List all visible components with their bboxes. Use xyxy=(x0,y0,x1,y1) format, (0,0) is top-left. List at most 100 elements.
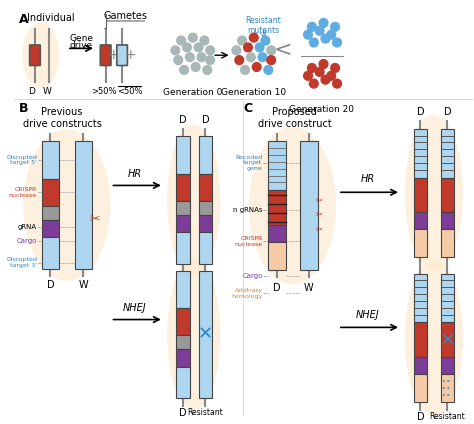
Circle shape xyxy=(200,36,209,45)
FancyBboxPatch shape xyxy=(413,273,427,323)
Circle shape xyxy=(319,60,328,68)
Text: drive: drive xyxy=(70,41,93,50)
Circle shape xyxy=(180,66,189,74)
Circle shape xyxy=(308,22,316,31)
Circle shape xyxy=(327,71,336,80)
FancyBboxPatch shape xyxy=(176,308,190,335)
Text: D: D xyxy=(417,412,424,421)
Text: Cargo: Cargo xyxy=(242,273,263,279)
Circle shape xyxy=(331,64,339,73)
Text: Arbitrary
homology: Arbitrary homology xyxy=(231,288,263,298)
FancyBboxPatch shape xyxy=(441,128,454,178)
FancyBboxPatch shape xyxy=(199,137,212,174)
FancyBboxPatch shape xyxy=(176,137,190,174)
Circle shape xyxy=(304,71,312,80)
FancyBboxPatch shape xyxy=(199,174,212,201)
Circle shape xyxy=(203,66,212,74)
Circle shape xyxy=(333,38,341,47)
Ellipse shape xyxy=(405,115,463,271)
Circle shape xyxy=(241,66,249,74)
Text: Individual: Individual xyxy=(27,13,75,23)
Circle shape xyxy=(308,64,316,73)
Circle shape xyxy=(177,36,185,45)
Circle shape xyxy=(315,26,324,35)
Circle shape xyxy=(264,66,273,74)
FancyBboxPatch shape xyxy=(199,271,212,398)
FancyBboxPatch shape xyxy=(441,273,454,323)
Text: Generation 20: Generation 20 xyxy=(289,105,354,114)
Text: ✂: ✂ xyxy=(316,210,323,219)
Circle shape xyxy=(321,75,330,84)
Text: gRNA: gRNA xyxy=(18,223,37,229)
FancyBboxPatch shape xyxy=(268,190,286,225)
Circle shape xyxy=(232,46,241,55)
Circle shape xyxy=(191,63,200,71)
FancyBboxPatch shape xyxy=(268,225,286,242)
FancyBboxPatch shape xyxy=(75,141,92,269)
Text: Cargo: Cargo xyxy=(17,238,37,244)
FancyBboxPatch shape xyxy=(42,179,59,206)
Circle shape xyxy=(315,67,324,76)
FancyBboxPatch shape xyxy=(199,201,212,215)
Text: Generation 10: Generation 10 xyxy=(221,87,286,97)
FancyBboxPatch shape xyxy=(413,229,427,257)
FancyBboxPatch shape xyxy=(413,128,427,178)
Text: ✕: ✕ xyxy=(440,330,455,348)
Circle shape xyxy=(235,56,244,64)
Circle shape xyxy=(261,36,270,45)
Circle shape xyxy=(197,53,206,61)
Text: Gametes: Gametes xyxy=(103,11,147,21)
Circle shape xyxy=(304,30,312,39)
Circle shape xyxy=(267,46,275,55)
FancyBboxPatch shape xyxy=(441,178,454,212)
Circle shape xyxy=(255,43,264,52)
FancyBboxPatch shape xyxy=(42,206,59,220)
Text: ✂: ✂ xyxy=(89,213,100,226)
Text: Resistant: Resistant xyxy=(429,412,465,421)
Ellipse shape xyxy=(22,22,59,89)
Text: CRISPR
nuclease: CRISPR nuclease xyxy=(234,236,263,247)
Text: Disrupted
target 5': Disrupted target 5' xyxy=(6,155,37,165)
Ellipse shape xyxy=(23,129,110,281)
FancyBboxPatch shape xyxy=(176,174,190,201)
Text: >50%: >50% xyxy=(91,86,117,95)
Text: Proposed
drive construct: Proposed drive construct xyxy=(257,107,331,129)
Text: <: < xyxy=(273,40,292,60)
FancyBboxPatch shape xyxy=(441,212,454,229)
Text: HR: HR xyxy=(128,169,142,179)
Text: ✂: ✂ xyxy=(316,225,323,234)
FancyBboxPatch shape xyxy=(176,201,190,215)
FancyBboxPatch shape xyxy=(413,357,427,374)
Circle shape xyxy=(246,53,255,61)
Text: D: D xyxy=(179,407,187,418)
FancyBboxPatch shape xyxy=(413,374,427,402)
Text: D: D xyxy=(417,107,424,117)
FancyBboxPatch shape xyxy=(413,178,427,212)
FancyBboxPatch shape xyxy=(199,215,212,232)
FancyBboxPatch shape xyxy=(441,357,454,374)
Circle shape xyxy=(333,79,341,88)
FancyBboxPatch shape xyxy=(268,141,286,190)
FancyBboxPatch shape xyxy=(176,232,190,264)
Circle shape xyxy=(321,34,330,43)
Ellipse shape xyxy=(405,260,463,416)
Text: B: B xyxy=(18,102,28,115)
Circle shape xyxy=(310,79,318,88)
Circle shape xyxy=(185,53,194,61)
Text: D: D xyxy=(46,280,54,290)
FancyBboxPatch shape xyxy=(117,45,128,66)
FancyBboxPatch shape xyxy=(30,45,40,66)
Circle shape xyxy=(331,22,339,31)
FancyBboxPatch shape xyxy=(42,237,59,269)
Text: Resistant
mutants: Resistant mutants xyxy=(246,16,282,36)
Text: W: W xyxy=(43,86,52,95)
FancyBboxPatch shape xyxy=(176,271,190,308)
Ellipse shape xyxy=(167,258,220,410)
FancyBboxPatch shape xyxy=(176,215,190,232)
Circle shape xyxy=(252,63,261,71)
Circle shape xyxy=(206,56,215,64)
Text: +: + xyxy=(108,48,119,62)
Circle shape xyxy=(249,33,258,42)
Circle shape xyxy=(267,56,275,64)
Text: Disrupted
target 3': Disrupted target 3' xyxy=(6,257,37,268)
